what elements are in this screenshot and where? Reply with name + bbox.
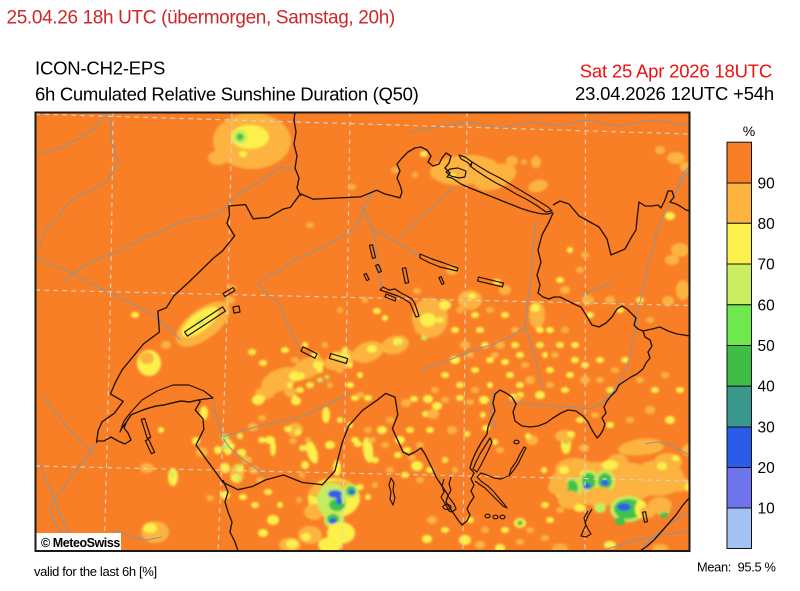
svg-text:Sat 25 Apr 2026 18UTC: Sat 25 Apr 2026 18UTC [580, 61, 772, 82]
svg-text:40: 40 [758, 379, 776, 396]
svg-text:© MeteoSwiss: © MeteoSwiss [41, 536, 120, 550]
svg-text:23.04.2026 12UTC +54h: 23.04.2026 12UTC +54h [575, 83, 774, 104]
svg-text:70: 70 [758, 257, 776, 274]
svg-text:%: % [743, 123, 755, 139]
svg-text:Mean: 95.5 %: Mean: 95.5 % [697, 560, 776, 575]
svg-text:30: 30 [758, 420, 776, 437]
svg-text:25.04.26 18h UTC (übermorgen,: 25.04.26 18h UTC (übermorgen, Samstag, 2… [7, 8, 395, 29]
svg-text:10: 10 [758, 501, 776, 518]
svg-text:20: 20 [758, 460, 776, 477]
svg-text:80: 80 [758, 216, 776, 233]
svg-text:6h Cumulated Relative Sunshine: 6h Cumulated Relative Sunshine Duration … [35, 84, 419, 105]
svg-text:90: 90 [758, 176, 776, 193]
svg-text:valid for the last 6h [%]: valid for the last 6h [%] [34, 564, 157, 579]
svg-text:ICON-CH2-EPS: ICON-CH2-EPS [35, 58, 165, 79]
svg-text:60: 60 [758, 297, 776, 314]
svg-text:50: 50 [758, 338, 776, 355]
